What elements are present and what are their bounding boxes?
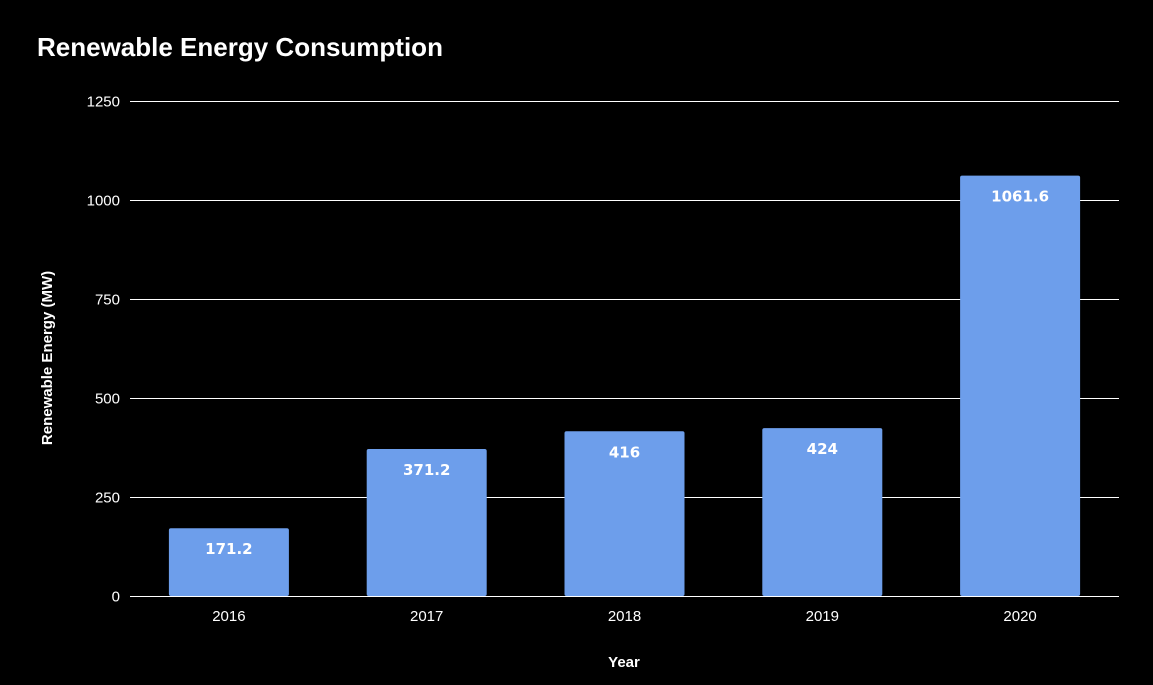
x-tick-label-2017: 2017 [410,608,443,625]
y-axis-ticks: 0 250 500 750 1000 1250 [87,94,120,606]
data-label-2016: 171.2 [205,540,252,558]
y-tick-label: 500 [95,391,120,408]
data-label-2020: 1061.6 [991,188,1049,206]
x-axis-ticks: 2016 2017 2018 2019 2020 [212,608,1037,625]
data-labels: 171.2 371.2 416 424 1061.6 [205,188,1049,559]
bar-2016 [168,528,289,596]
data-label-2017: 371.2 [403,461,450,479]
data-label-2018: 416 [609,443,640,461]
bar-2018 [564,431,685,596]
y-tick-label: 750 [95,292,120,309]
data-label-2019: 424 [807,440,838,458]
bar-2020 [960,175,1081,597]
bars [168,175,1081,597]
y-tick-label: 1250 [87,94,120,111]
y-tick-label: 0 [112,589,120,606]
x-tick-label-2018: 2018 [608,608,641,625]
x-tick-label-2019: 2019 [806,608,839,625]
y-tick-label: 1000 [87,193,120,210]
bar-2017 [366,449,487,596]
x-axis-title: Year [608,654,640,671]
x-tick-label-2016: 2016 [212,608,245,625]
y-tick-label: 250 [95,490,120,507]
chart-title: Renewable Energy Consumption [37,32,443,62]
y-axis-title: Renewable Energy (MW) [39,271,56,445]
bar-2019 [762,428,883,596]
x-tick-label-2020: 2020 [1003,608,1036,625]
